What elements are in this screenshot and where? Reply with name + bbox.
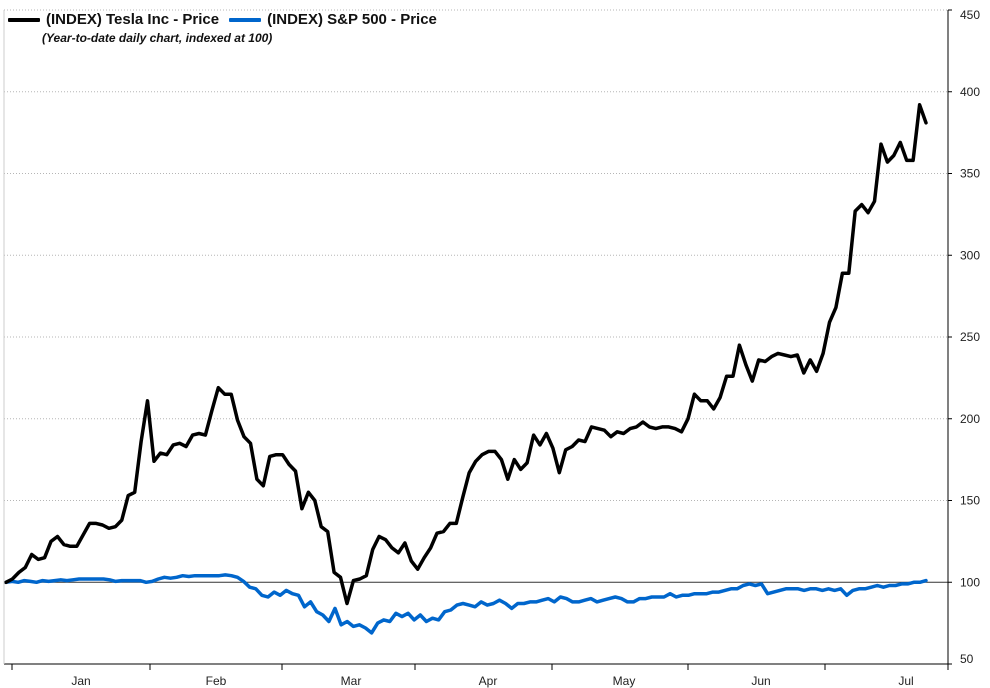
series-line-sp500	[4, 573, 928, 635]
legend-label-sp500: (INDEX) S&P 500 - Price	[267, 11, 437, 28]
legend-swatch-tesla	[8, 18, 40, 22]
y-tick-label: 300	[960, 248, 980, 262]
x-tick-label: Apr	[479, 674, 498, 688]
y-tick-label: 50	[960, 652, 974, 666]
x-tick-label: Jul	[898, 674, 913, 688]
x-tick-label: Mar	[341, 674, 362, 688]
x-tick-label: May	[613, 674, 636, 688]
legend-label-tesla: (INDEX) Tesla Inc - Price	[46, 11, 220, 28]
grid-lines	[4, 9, 948, 501]
y-tick-label: 150	[960, 494, 980, 508]
y-tick-label: 250	[960, 330, 980, 344]
legend: (INDEX) Tesla Inc - Price (INDEX) S&P 50…	[8, 10, 437, 45]
y-tick-label: 100	[960, 575, 980, 589]
chart-subtitle: (Year-to-date daily chart, indexed at 10…	[42, 31, 273, 45]
x-axis-ticks: Jan Feb Mar Apr May Jun Jul	[11, 664, 949, 688]
y-tick-label: 350	[960, 167, 980, 181]
series-lines	[4, 103, 928, 635]
y-axis-ticks: 50 100 150 200 250 300 350 400 450	[948, 8, 980, 666]
legend-swatch-sp500	[229, 18, 262, 22]
y-tick-label: 450	[960, 8, 980, 22]
legend-entries: (INDEX) Tesla Inc - Price (INDEX) S&P 50…	[8, 10, 437, 30]
y-tick-label: 400	[960, 85, 980, 99]
y-tick-label: 200	[960, 412, 980, 426]
series-line-tesla	[4, 103, 928, 606]
x-tick-label: Jun	[751, 674, 770, 688]
x-tick-label: Feb	[206, 674, 227, 688]
x-tick-label: Jan	[71, 674, 90, 688]
